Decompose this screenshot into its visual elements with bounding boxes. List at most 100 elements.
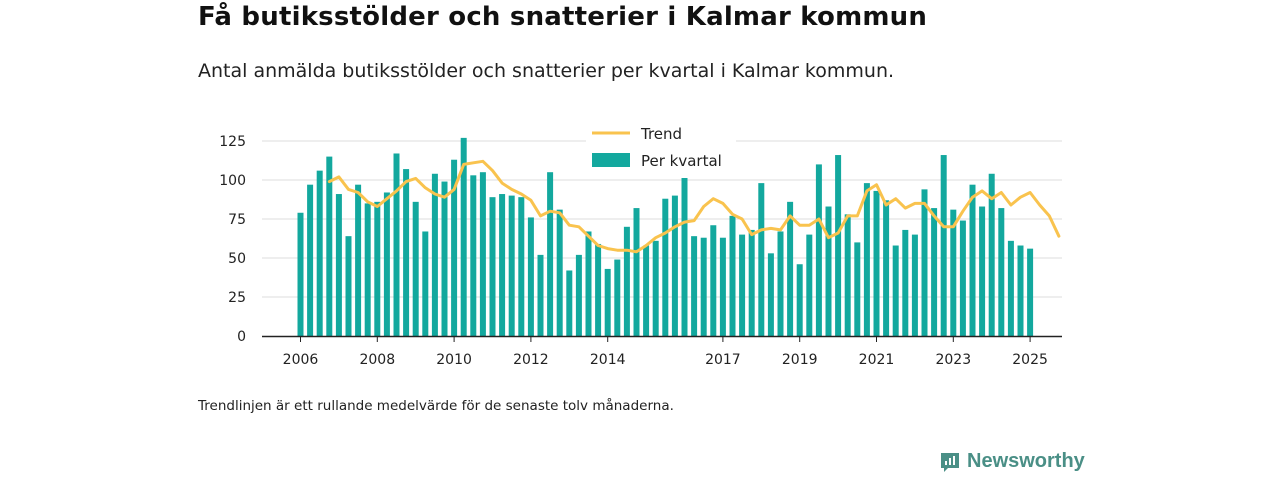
- bar: [614, 259, 621, 336]
- bar: [403, 169, 410, 336]
- y-tick-label: 125: [219, 134, 246, 150]
- bar: [739, 234, 746, 336]
- bar: [931, 208, 938, 336]
- bar: [316, 170, 323, 336]
- bar: [950, 209, 957, 336]
- bar: [364, 203, 371, 336]
- chart-title: Få butiksstölder och snatterier i Kalmar…: [198, 2, 928, 32]
- bar: [1027, 248, 1034, 336]
- bar: [767, 253, 774, 336]
- bar: [556, 209, 563, 336]
- bar: [883, 200, 890, 336]
- bar: [815, 164, 822, 336]
- bar: [335, 194, 342, 336]
- bar: [854, 242, 861, 336]
- bar: [499, 194, 506, 336]
- bar: [921, 189, 928, 336]
- bar: [604, 268, 611, 336]
- line-series-trend: [327, 159, 1061, 254]
- footnote: Trendlinjen är ett rullande medelvärde f…: [198, 398, 674, 414]
- bar: [585, 231, 592, 336]
- bar: [326, 156, 333, 336]
- bar: [959, 220, 966, 336]
- bar: [345, 236, 352, 336]
- x-axis: [262, 335, 1062, 342]
- legend-bar-swatch: [592, 153, 630, 167]
- bar: [470, 175, 477, 336]
- x-axis-tick-labels: 2006 2008 2010 2012 2014 2017 2019 2021 2023 2025: [283, 352, 1048, 368]
- bar: [988, 173, 995, 336]
- bar-series-per-kvartal: [297, 137, 1034, 336]
- bar: [844, 214, 851, 336]
- y-tick-label: 0: [237, 329, 246, 345]
- x-tick-label: 2010: [436, 352, 472, 368]
- x-tick-label: 2023: [935, 352, 971, 368]
- x-tick-label: 2017: [705, 352, 741, 368]
- bar: [643, 245, 650, 336]
- x-tick-label: 2012: [513, 352, 549, 368]
- y-tick-label: 75: [228, 212, 246, 228]
- bar: [719, 237, 726, 336]
- bar: [892, 245, 899, 336]
- bar: [863, 183, 870, 336]
- bar: [777, 231, 784, 336]
- bar: [691, 236, 698, 336]
- bar: [710, 225, 717, 336]
- bar: [374, 201, 381, 336]
- brand-name: Newsworthy: [967, 450, 1085, 472]
- bar: [297, 212, 304, 336]
- x-tick-label: 2006: [283, 352, 319, 368]
- newsworthy-logo-icon: [941, 452, 959, 472]
- bar: [671, 195, 678, 336]
- bar: [393, 153, 400, 336]
- chart-subtitle: Antal anmälda butiksstölder och snatteri…: [198, 60, 895, 82]
- bar: [623, 226, 630, 336]
- bar: [489, 197, 496, 336]
- bar: [998, 208, 1005, 336]
- bar: [979, 206, 986, 336]
- bar: [383, 192, 390, 336]
- bar: [633, 208, 640, 336]
- bar: [566, 270, 573, 336]
- bar: [806, 234, 813, 336]
- bar: [902, 229, 909, 336]
- bar: [441, 181, 448, 336]
- bar: [537, 254, 544, 336]
- newsworthy-logo[interactable]: Newsworthy: [939, 450, 1085, 473]
- bar: [355, 184, 362, 336]
- bar: [479, 172, 486, 336]
- bar: [700, 237, 707, 336]
- legend-background: [586, 122, 736, 178]
- bar: [681, 169, 688, 336]
- bar: [940, 155, 947, 336]
- bar: [873, 190, 880, 336]
- bar: [547, 172, 554, 336]
- legend-trend-label: Trend: [640, 125, 682, 143]
- bar: [412, 201, 419, 336]
- y-tick-label: 50: [228, 251, 246, 267]
- bar: [835, 155, 842, 336]
- bar: [662, 198, 669, 336]
- bar: [796, 264, 803, 336]
- bar: [748, 229, 755, 336]
- x-tick-label: 2025: [1012, 352, 1048, 368]
- legend-bar-label: Per kvartal: [641, 152, 722, 170]
- y-axis-tick-labels: 0 25 50 75 100 125: [219, 134, 246, 345]
- x-tick-label: 2014: [590, 352, 626, 368]
- y-tick-label: 100: [219, 173, 246, 189]
- bar: [825, 206, 832, 336]
- bar: [1017, 245, 1024, 336]
- chart-legend: Trend Per kvartal: [586, 122, 736, 178]
- bar: [527, 217, 534, 336]
- bar: [729, 215, 736, 336]
- x-tick-label: 2008: [359, 352, 395, 368]
- bar: [508, 195, 515, 336]
- bar: [431, 173, 438, 336]
- bar: [787, 201, 794, 336]
- bar: [422, 231, 429, 336]
- bar: [575, 254, 582, 336]
- bar: [969, 184, 976, 336]
- bar: [652, 240, 659, 336]
- bar: [307, 184, 314, 336]
